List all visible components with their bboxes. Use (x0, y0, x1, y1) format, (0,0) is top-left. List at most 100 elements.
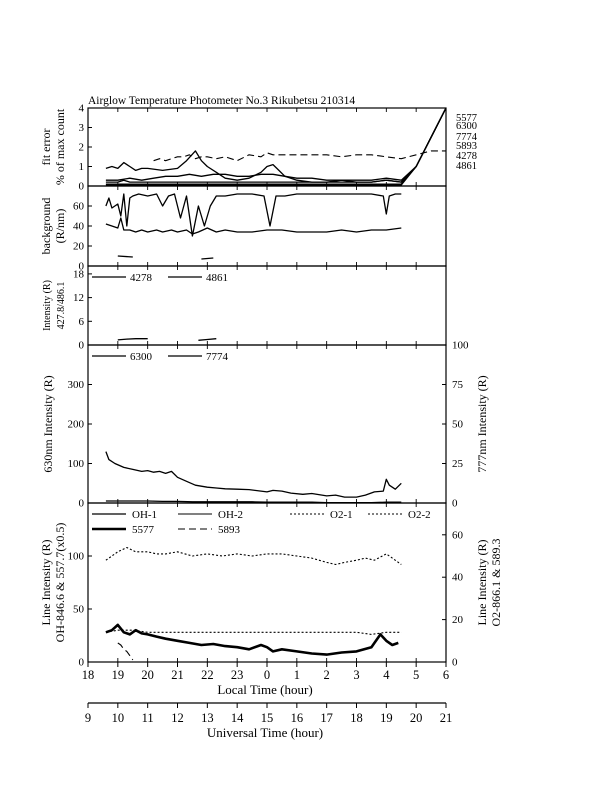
local-time-tick-label: 1 (294, 668, 300, 682)
series-blue-lines-4861 (198, 338, 217, 341)
fit-error-ytick-label: 0 (79, 181, 85, 193)
legend-label: 6300 (130, 351, 153, 363)
airglow-lines-ylabel-right: Line Intensity (R) (475, 540, 489, 626)
panel-blue-lines: 0 6 12 18 Intensity (R) 427.8/486.1 4278 4861 (42, 265, 447, 352)
fit-error-ytick-label: 4 (79, 103, 85, 115)
fit-error-line-label: 4861 (456, 161, 477, 172)
figure-title: Airglow Temperature Photometer No.3 Riku… (88, 95, 355, 107)
local-time-tick-label: 23 (231, 668, 244, 682)
series-fit-error-7774 (105, 107, 447, 183)
blue-lines-ytick-label: 12 (73, 292, 84, 304)
legend-label: OH-2 (218, 509, 243, 521)
airglow-lines-ylabel: Line Intensity (R) (39, 540, 53, 626)
series-airglow-lines-O2-2 (105, 629, 402, 635)
universal-time-label: Universal Time (hour) (207, 725, 323, 740)
oxygen-lines-ytick-label: 200 (68, 419, 85, 431)
panel-frame (87, 344, 447, 504)
local-time-label: Local Time (hour) (217, 682, 312, 697)
panel-background: 0 20 40 60 background (R/nm) (39, 185, 447, 273)
fit-error-line-label: 5577 (456, 113, 477, 124)
local-time-tick-label: 22 (201, 668, 214, 682)
oxygen-lines-ytick-right-label: 50 (452, 419, 464, 431)
blue-lines-ylabel: 427.8/486.1 (56, 282, 67, 330)
legend-label: O2-2 (408, 509, 431, 521)
local-time-tick-label: 0 (264, 668, 270, 682)
series-oxygen-lines-6300 (105, 451, 402, 498)
fit-error-line-label: 6300 (456, 121, 477, 132)
fit-error-ylabel: fit error (39, 129, 53, 166)
ut-tick-label: 13 (201, 711, 214, 725)
ut-tick-label: 11 (142, 711, 154, 725)
legend-label: O2-1 (330, 509, 353, 521)
panel-fit-error: 0 1 2 3 4 fit error% of max count 557763007774… (39, 103, 478, 193)
local-time-tick-label: 18 (82, 668, 95, 682)
legend-label: 5893 (218, 524, 241, 536)
local-time-tick-label: 4 (383, 668, 390, 682)
background-ytick-label: 20 (73, 241, 85, 253)
airglow-lines-ytick-right-label: 40 (452, 572, 464, 584)
legend-label: 7774 (206, 351, 229, 363)
series-background-bg-d (201, 257, 214, 260)
series-oxygen-lines-7774 (105, 500, 402, 504)
local-time-tick-label: 19 (112, 668, 125, 682)
airglow-lines-ytick-label: 50 (73, 604, 85, 616)
oxygen-lines-ytick-label: 300 (68, 379, 85, 391)
ut-tick-label: 14 (231, 711, 244, 725)
ut-tick-label: 17 (320, 711, 333, 725)
series-airglow-lines-5893 (117, 642, 134, 661)
background-ytick-label: 0 (79, 261, 85, 273)
time-axes: 18 19 20 21 22 23 0 1 2 3 4 5 69 10 11 12 13 14 15 16 17 18 19… (82, 108, 452, 725)
oxygen-lines-ytick-right-label: 75 (452, 379, 464, 391)
panel-frame (87, 185, 447, 267)
fit-error-line-label: 4278 (456, 151, 477, 162)
series-fit-error-5577 (105, 107, 447, 183)
fit-error-line-label: 5893 (456, 141, 477, 152)
local-time-tick-label: 3 (353, 668, 359, 682)
series-background-bg-b (105, 217, 402, 235)
airglow-lines-ytick-label: 100 (68, 551, 85, 563)
local-time-tick-label: 21 (171, 668, 184, 682)
local-time-tick-label: 5 (413, 668, 419, 682)
series-fit-error-4278 (105, 107, 447, 185)
oxygen-lines-ytick-right-label: 0 (452, 498, 458, 510)
oxygen-lines-ylabel: 630nm Intensity (R) (41, 375, 55, 472)
ut-tick-label: 18 (350, 711, 363, 725)
oxygen-lines-ytick-right-label: 25 (452, 458, 464, 470)
fit-error-ytick-label: 2 (79, 142, 85, 154)
background-ylabel: background (39, 198, 53, 255)
legend-label: 4861 (206, 272, 228, 284)
fit-error-line-label: 7774 (456, 132, 478, 143)
airglow-lines-ytick-right-label: 0 (452, 657, 458, 669)
oxygen-lines-ytick-right-label: 100 (452, 340, 469, 352)
background-ylabel: (R/nm) (53, 209, 67, 244)
panel-oxygen-lines: 0 100 200 300 0 25 50 75 100 630nm Intensity (R) 7… (41, 340, 489, 510)
airglow-lines-ytick-right-label: 60 (452, 529, 464, 541)
airglow-lines-ytick-label: 0 (79, 657, 85, 669)
legend-label: 4278 (130, 272, 153, 284)
oxygen-lines-ytick-label: 100 (68, 458, 85, 470)
ut-tick-label: 12 (171, 711, 184, 725)
series-airglow-lines-5577 (105, 623, 399, 656)
local-time-tick-label: 2 (324, 668, 330, 682)
airglow-lines-ylabel: OH-846.6 & 557.7(x0.5) (53, 523, 67, 643)
blue-lines-ylabel: Intensity (R) (42, 280, 53, 331)
local-time-tick-label: 20 (141, 668, 154, 682)
oxygen-lines-ylabel-right: 777nm Intensity (R) (475, 375, 489, 472)
series-background-bg-c (117, 255, 133, 258)
ut-tick-label: 9 (85, 711, 91, 725)
local-time-tick-label: 6 (443, 668, 449, 682)
series-fit-error-4861 (105, 107, 447, 186)
airglow-lines-ytick-right-label: 20 (452, 614, 464, 626)
legend-label: 5577 (132, 524, 155, 536)
ut-tick-label: 19 (380, 711, 393, 725)
background-ytick-label: 60 (73, 201, 85, 213)
fit-error-ylabel: % of max count (53, 108, 67, 185)
fit-error-ytick-label: 1 (79, 161, 85, 173)
series-fit-error-5893 (153, 150, 446, 162)
series-background-bg-a (105, 193, 402, 237)
series-fit-error-6300 (105, 107, 447, 181)
ut-tick-label: 16 (291, 711, 304, 725)
blue-lines-ytick-label: 18 (73, 268, 85, 280)
